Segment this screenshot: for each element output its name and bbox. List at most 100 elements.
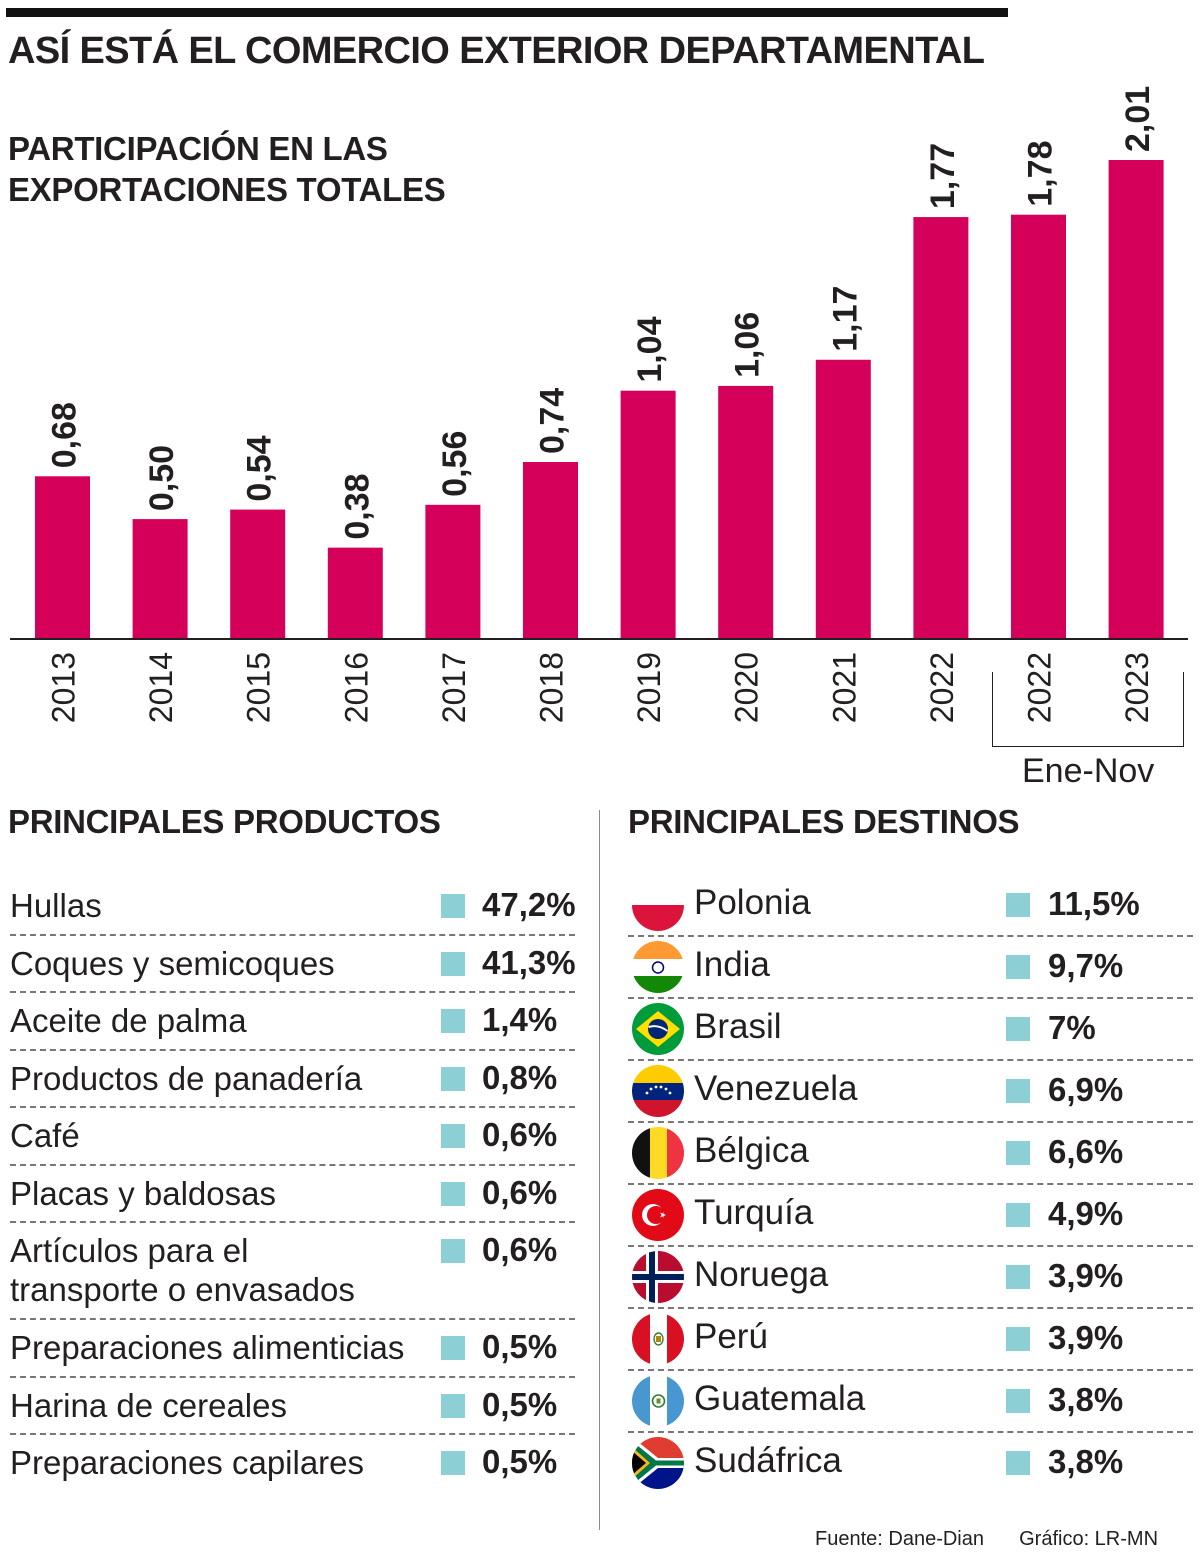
destination-share: 11,5%: [1048, 885, 1140, 922]
bar-value-label: 1,77: [924, 143, 962, 209]
row-separator: [628, 1307, 1193, 1309]
destination-name: Venezuela: [694, 1069, 858, 1108]
row-separator: [10, 1048, 575, 1051]
chart-subtitle-line-1: PARTICIPACIÓN EN LAS: [8, 130, 388, 167]
bar-chart: 0,68 2013 0,50 2014 0,54 2015 0,38 2016 0,56 2017…: [10, 86, 1188, 723]
bar-value-label: 0,74: [534, 388, 572, 454]
bullet-square: [441, 1009, 465, 1033]
x-tick-label: 2014: [143, 652, 179, 723]
product-name: Preparaciones alimenticias: [10, 1329, 405, 1366]
product-name: Harina de cereales: [10, 1386, 287, 1424]
x-tick-label: 2021: [826, 652, 862, 723]
product-name: Placas y baldosas: [10, 1174, 276, 1212]
bar: [132, 519, 188, 638]
destination-share: 6,6%: [1048, 1133, 1124, 1170]
bar: [425, 504, 481, 638]
bar: [230, 509, 286, 638]
destination-share: 3,9%: [1048, 1257, 1124, 1294]
product-share: 0,6%: [482, 1173, 558, 1211]
row-separator: [628, 1183, 1193, 1185]
destination-name: Guatemala: [694, 1379, 866, 1418]
product-row: Preparaciones capilares 0,5%: [10, 1443, 585, 1501]
destination-share: 3,9%: [1048, 1319, 1124, 1356]
product-row: Coques y semicoques 41,3%: [10, 944, 585, 1002]
norway-flag-icon: [632, 1251, 684, 1303]
product-name-line: Artículos para el: [10, 1232, 249, 1269]
bar-value-label: 1,06: [729, 312, 767, 378]
bullet-square: [441, 1181, 465, 1206]
x-tick-label: 2015: [241, 652, 277, 723]
bar: [1108, 160, 1164, 638]
products-heading: PRINCIPALES PRODUCTOS: [8, 803, 441, 840]
bar-value-label: 0,54: [241, 435, 279, 501]
top-rule: [6, 8, 1008, 17]
bullet-square: [1006, 1141, 1030, 1165]
bar-value-label: 0,56: [436, 431, 474, 497]
bar-value-label: 0,50: [143, 445, 181, 511]
product-name: Café: [10, 1117, 80, 1154]
destination-name: Bélgica: [694, 1131, 809, 1170]
bullet-square: [1006, 955, 1030, 979]
row-separator: [10, 991, 575, 993]
bar-value-label: 1,04: [631, 316, 669, 382]
column-divider: [599, 810, 600, 1530]
x-tick-label: 2018: [534, 652, 570, 723]
bullet-square: [441, 1066, 465, 1091]
product-row: Productos de panadería 0,8%: [10, 1059, 585, 1117]
destination-share: 9,7%: [1048, 947, 1124, 984]
product-row: Hullas 47,2%: [10, 886, 585, 944]
brazil-flag-icon: [632, 1003, 684, 1055]
row-separator: [628, 935, 1193, 937]
bullet-square: [441, 894, 465, 918]
bullet-square: [441, 951, 465, 976]
product-name: Coques y semicoques: [10, 944, 335, 982]
product-share: 47,2%: [482, 886, 576, 923]
bar: [1011, 214, 1066, 638]
bullet-square: [1006, 1079, 1030, 1103]
product-row: Artículos para el transporte o envasados 0…: [10, 1231, 585, 1328]
bullet-square: [1006, 1451, 1030, 1475]
bar: [718, 385, 774, 638]
bullet-square: [1006, 893, 1030, 917]
ene-nov-bracket: [992, 672, 1184, 747]
bullet-square: [1006, 1265, 1030, 1289]
row-separator: [10, 1163, 575, 1166]
row-separator: [628, 1121, 1193, 1123]
product-share: 41,3%: [482, 943, 576, 981]
row-separator: [628, 997, 1193, 999]
bullet-square: [1006, 1389, 1030, 1413]
bar-value-label: 1,78: [1022, 141, 1060, 207]
product-name: Artículos para el transporte o envasados: [10, 1231, 355, 1309]
venezuela-flag-icon: [632, 1065, 684, 1117]
product-name: Hullas: [10, 887, 102, 924]
product-name: Preparaciones capilares: [10, 1444, 365, 1481]
product-row: Aceite de palma 1,4%: [10, 1001, 585, 1059]
credit-note: Gráfico: LR-MN: [1019, 1528, 1159, 1550]
product-name: Productos de panadería: [10, 1059, 363, 1097]
product-row: Preparaciones alimenticias 0,5%: [10, 1328, 585, 1386]
chart-subtitle: PARTICIPACIÓN EN LAS EXPORTACIONES TOTAL…: [8, 128, 446, 210]
destination-name: Noruega: [694, 1255, 829, 1294]
footer: Fuente: Dane-Dian Gráfico: LR-MN: [815, 1528, 1158, 1551]
product-name-line: transporte o envasados: [10, 1271, 355, 1308]
product-row: Placas y baldosas 0,6%: [10, 1174, 585, 1232]
destination-name: Brasil: [694, 1007, 782, 1046]
destination-name: India: [694, 945, 770, 984]
page-title: ASÍ ESTÁ EL COMERCIO EXTERIOR DEPARTAMEN…: [8, 30, 985, 72]
product-share: 0,5%: [482, 1385, 558, 1423]
x-tick-label: 2022: [924, 652, 960, 723]
product-share: 0,5%: [482, 1443, 558, 1480]
destination-name: Sudáfrica: [694, 1441, 842, 1480]
belgium-flag-icon: [632, 1127, 684, 1179]
south-africa-flag-icon: [632, 1437, 684, 1489]
row-separator: [628, 1369, 1193, 1371]
bar-value-label: 0,38: [338, 473, 376, 539]
source-note: Fuente: Dane-Dian: [815, 1528, 984, 1550]
product-row: Harina de cereales 0,5%: [10, 1386, 585, 1444]
row-separator: [628, 1431, 1193, 1433]
bar-value-label: 0,68: [46, 402, 84, 468]
row-separator: [10, 1318, 575, 1320]
x-tick-label: 2019: [631, 652, 667, 723]
product-row: Café 0,6%: [10, 1116, 585, 1174]
destination-share: 7%: [1048, 1009, 1096, 1046]
